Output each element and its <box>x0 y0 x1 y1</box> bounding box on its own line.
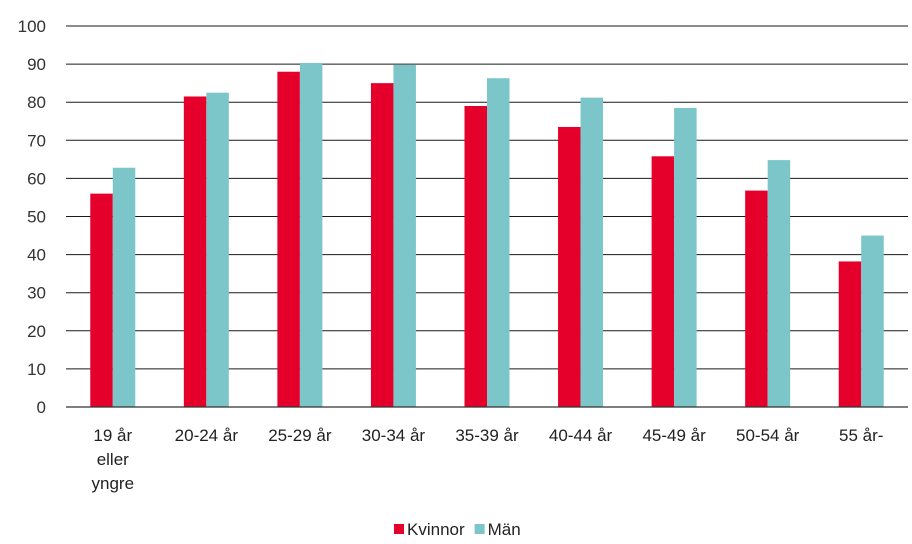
legend-swatch <box>394 524 404 534</box>
bar-kvinnor-5 <box>558 126 581 407</box>
x-tick-label-line: 35-39 år <box>455 426 519 445</box>
x-tick-label-line: 30-34 år <box>362 426 426 445</box>
y-tick-label: 40 <box>27 246 46 265</box>
x-tick-label-line: 50-54 år <box>736 426 800 445</box>
bar-kvinnor-1 <box>183 96 207 408</box>
legend-label: Kvinnor <box>407 520 465 539</box>
x-tick-label-line: 40-44 år <box>549 426 613 445</box>
x-tick-label: 25-29 år <box>268 426 332 445</box>
bar-m-n-4 <box>487 78 510 408</box>
x-tick-label: 19 år eller yngre <box>92 426 135 493</box>
legend-label: Män <box>488 520 521 539</box>
bar-kvinnor-4 <box>464 106 487 407</box>
x-tick-label: 35-39 år <box>455 426 519 445</box>
y-tick-label: 70 <box>27 131 46 150</box>
bar-kvinnor-8 <box>838 261 862 407</box>
x-tick-label: 45-49 år <box>642 426 706 445</box>
bar-m-n-1 <box>206 92 229 408</box>
x-tick-label-line: 55 år- <box>839 426 883 445</box>
y-tick-label: 10 <box>27 360 46 379</box>
x-tick-label-line: eller <box>97 450 129 469</box>
bar-m-n-7 <box>767 160 791 407</box>
x-tick-label-line: 20-24 år <box>175 426 239 445</box>
bar-kvinnor-3 <box>370 83 394 408</box>
y-tick-label: 30 <box>27 284 46 303</box>
bar-m-n-5 <box>580 97 604 408</box>
bars <box>90 62 884 408</box>
y-tick-label: 80 <box>27 93 46 112</box>
x-tick-label-line: 45-49 år <box>642 426 706 445</box>
bar-kvinnor-0 <box>90 193 113 407</box>
x-tick-label: 30-34 år <box>362 426 426 445</box>
bar-kvinnor-7 <box>745 190 768 407</box>
y-tick-label: 90 <box>27 55 46 74</box>
x-tick-label: 40-44 år <box>549 426 613 445</box>
y-tick-label: 20 <box>27 322 46 341</box>
x-tick-label-line: 25-29 år <box>268 426 332 445</box>
y-tick-label: 0 <box>37 398 46 417</box>
legend-swatch <box>474 524 485 534</box>
y-axis-ticks: 0 10 20 30 40 50 60 70 80 90 100 <box>18 17 46 417</box>
bar-m-n-0 <box>112 167 136 407</box>
x-tick-label: 20-24 år <box>175 426 239 445</box>
legend: Kvinnor Män <box>394 520 521 539</box>
bar-m-n-3 <box>393 64 416 407</box>
y-tick-label: 50 <box>27 208 46 227</box>
y-tick-label: 100 <box>18 17 46 36</box>
bar-m-n-6 <box>674 107 697 407</box>
bar-m-n-2 <box>299 62 323 407</box>
x-axis-labels: 19 år eller yngre 20-24 år 25-29 år 30-34 år 3… <box>92 426 884 493</box>
bar-kvinnor-6 <box>651 156 675 407</box>
y-tick-label: 60 <box>27 169 46 188</box>
x-tick-label: 55 år- <box>839 426 883 445</box>
x-tick-label-line: 19 år <box>93 426 132 445</box>
bar-kvinnor-2 <box>277 71 300 407</box>
x-tick-label-line: yngre <box>92 474 135 493</box>
bar-m-n-8 <box>861 235 884 407</box>
x-tick-label: 50-54 år <box>736 426 800 445</box>
